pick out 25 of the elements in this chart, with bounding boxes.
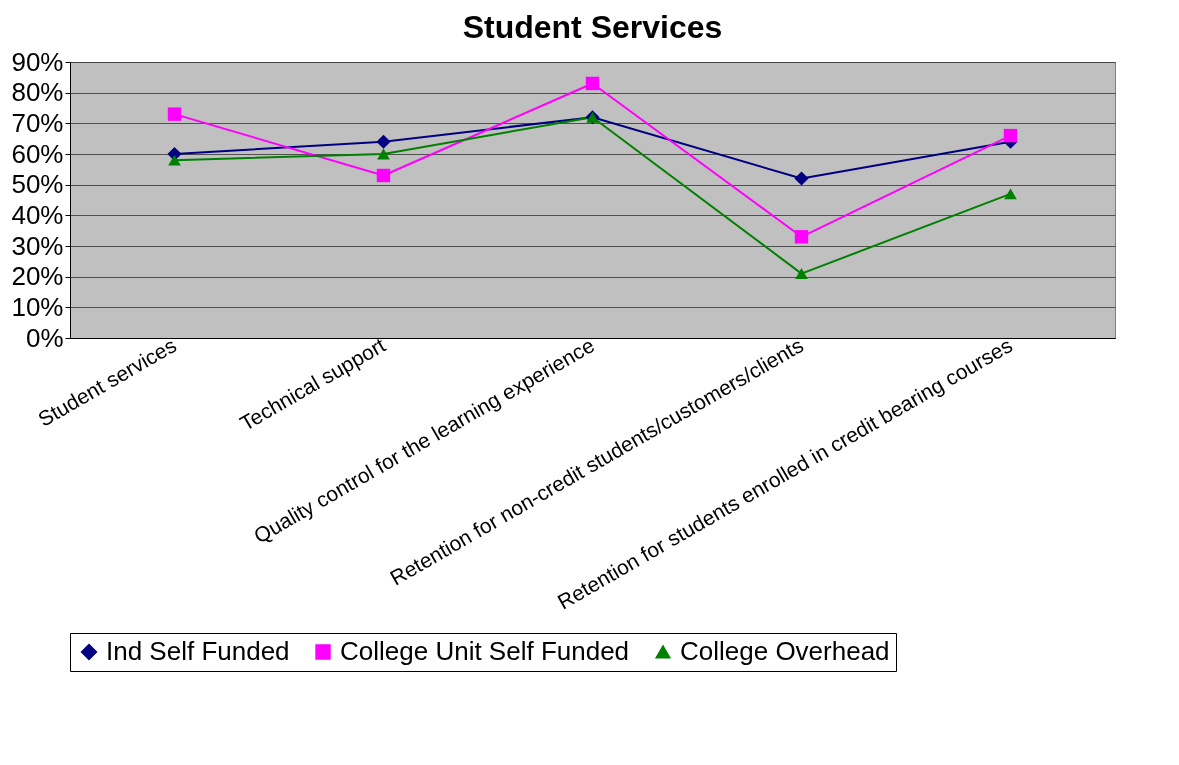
y-tick-label: 30%: [11, 230, 64, 261]
legend-label: College Unit Self Funded: [340, 636, 630, 666]
point: [794, 171, 809, 186]
y-tick-label: 10%: [11, 291, 64, 322]
point: [167, 107, 182, 121]
legend-label: Ind Self Funded: [106, 636, 290, 666]
point: [168, 154, 181, 166]
point: [377, 148, 390, 160]
y-tick-label: 70%: [11, 107, 64, 138]
point: [585, 76, 600, 91]
y-tick-label: 20%: [11, 261, 64, 292]
y-tick-label: 60%: [11, 138, 64, 169]
y-tick-label: 40%: [11, 199, 64, 230]
y-tick-label: 80%: [11, 77, 64, 108]
point: [376, 134, 391, 149]
y-tick-label: 90%: [11, 46, 64, 77]
y-tick-label: 50%: [11, 169, 64, 200]
point: [795, 268, 808, 280]
point: [1004, 188, 1017, 200]
chart-title: Student Services: [462, 9, 723, 45]
legend-label: College Overhead: [680, 636, 890, 666]
point: [794, 230, 809, 244]
point: [376, 168, 391, 183]
point: [1003, 128, 1018, 143]
y-tick-label: 0%: [25, 322, 64, 353]
